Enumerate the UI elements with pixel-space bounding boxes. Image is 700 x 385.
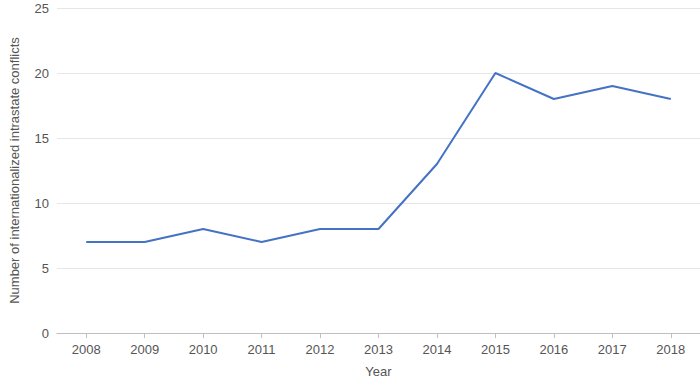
svg-text:2014: 2014	[422, 342, 451, 357]
svg-text:0: 0	[42, 326, 49, 341]
svg-text:15: 15	[35, 131, 49, 146]
svg-text:25: 25	[35, 1, 49, 16]
svg-text:Number of internationalized in: Number of internationalized intrastate c…	[7, 37, 22, 304]
svg-text:5: 5	[42, 261, 49, 276]
svg-text:2012: 2012	[306, 342, 335, 357]
svg-text:10: 10	[35, 196, 49, 211]
svg-text:2015: 2015	[481, 342, 510, 357]
svg-text:Year: Year	[365, 364, 392, 379]
svg-text:20: 20	[35, 66, 49, 81]
svg-text:2017: 2017	[598, 342, 627, 357]
svg-text:2018: 2018	[656, 342, 685, 357]
svg-text:2016: 2016	[539, 342, 568, 357]
svg-text:2010: 2010	[189, 342, 218, 357]
svg-text:2009: 2009	[130, 342, 159, 357]
svg-text:2013: 2013	[364, 342, 393, 357]
svg-text:2011: 2011	[248, 342, 276, 357]
svg-text:2008: 2008	[72, 342, 101, 357]
